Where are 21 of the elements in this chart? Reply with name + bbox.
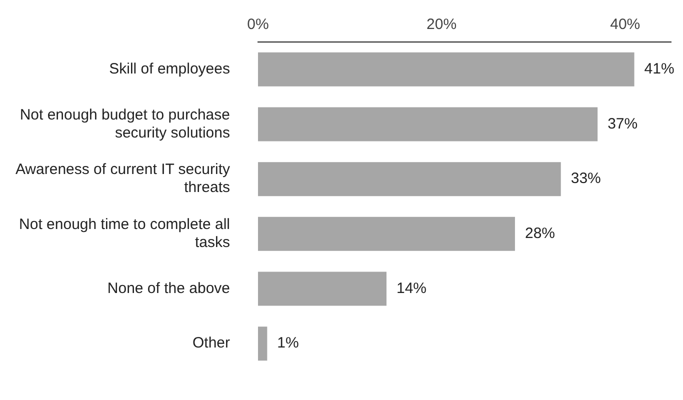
bar	[258, 107, 598, 142]
data-label: 41%	[644, 60, 674, 78]
data-label: 1%	[277, 334, 299, 352]
data-label: 33%	[570, 170, 601, 188]
bar	[258, 52, 634, 86]
data-label: 37%	[608, 115, 638, 132]
y-tick-label: None of the above	[107, 280, 230, 297]
x-tick-label: 0%	[247, 16, 269, 34]
data-label: 28%	[524, 225, 556, 242]
bar	[258, 326, 268, 361]
y-tick-label: Not enough budget to purchase security solutions	[20, 106, 230, 142]
y-tick-label: Skill of employees	[109, 60, 230, 78]
y-tick-label: Awareness of current IT security threats	[15, 161, 230, 196]
y-tick-label: Other	[192, 334, 230, 352]
y-tick-label: Not enough time to complete all tasks	[19, 216, 230, 252]
data-label: 14%	[396, 280, 427, 297]
bar	[258, 216, 515, 251]
x-tick-label: 20%	[426, 16, 457, 34]
bar	[258, 162, 561, 196]
bar	[258, 272, 386, 306]
x-tick-label: 40%	[610, 16, 640, 34]
